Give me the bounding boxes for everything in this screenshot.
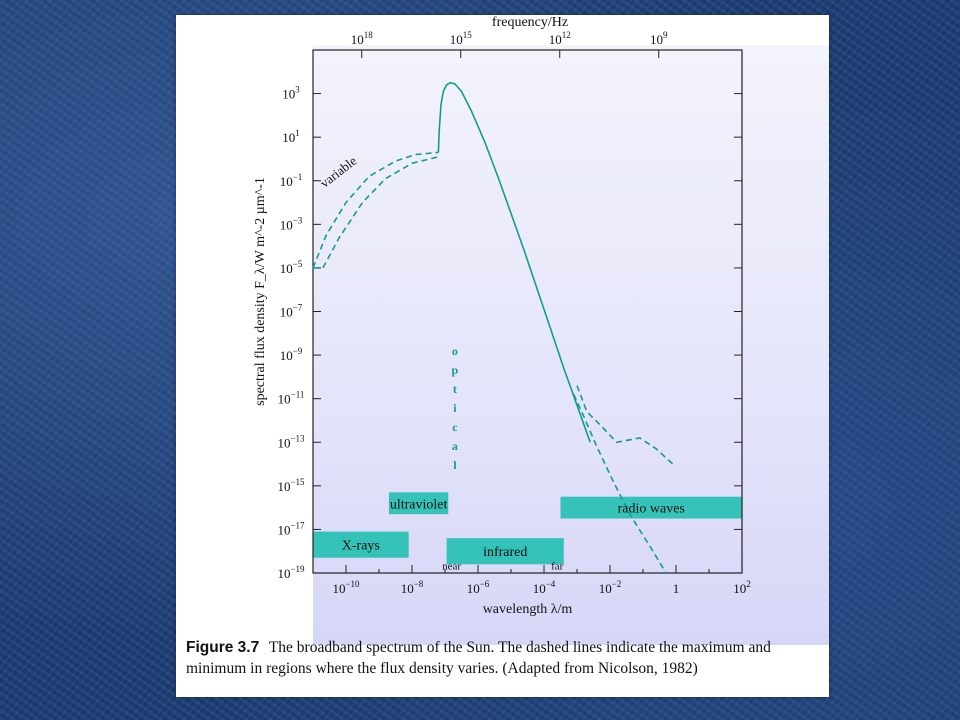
dashed-curve-1 [312,151,439,269]
band-2 [446,538,564,565]
top-tick-label-1: 1015 [450,30,473,47]
optical-letter-5: a [452,439,458,453]
y-tick-label-8: 10−13 [277,433,305,450]
x-tick-label-6: 102 [733,579,751,596]
y-tick-label-0: 103 [282,85,300,102]
band-label-2: infrared [483,545,527,560]
band-3 [560,496,742,519]
y-tick-label-6: 10−9 [280,346,303,363]
solar-spectrum-chart: X-rays ultraviolet infrared radio waves 10−1… [253,15,751,617]
optical-letter-6: l [453,458,457,472]
near-label: near [442,561,461,573]
optical-letter-0: o [452,344,458,358]
caption-text: The broadband spectrum of the Sun. The d… [186,639,771,677]
top-tick-label-3: 109 [650,30,668,47]
optical-letter-1: p [452,363,459,377]
top-tick-label-2: 1012 [549,30,571,47]
band-label-0: X-rays [342,539,380,554]
figure-label: Figure 3.7 [186,639,260,656]
dashed-curve-3 [572,393,667,574]
x-tick-label-0: 10−10 [332,579,360,596]
band-1 [388,492,449,515]
y-tick-label-9: 10−15 [277,477,305,494]
slide-figure: X-rays ultraviolet infrared radio waves 10−1… [176,15,829,697]
x-tick-label-5: 1 [673,581,680,596]
x-tick-label-4: 10−2 [599,579,622,596]
y-axis-label: spectral flux density F_λ/W m^-2 µm^-1 [253,177,268,406]
x-tick-label-2: 10−6 [467,579,490,596]
far-label: far [551,561,564,573]
y-tick-label-7: 10−11 [278,390,305,407]
band-0 [313,531,409,558]
top-axis-label: frequency/Hz [492,15,568,30]
y-tick-label-2: 10−1 [280,172,303,189]
dashed-curve-2 [313,156,439,269]
optical-letter-3: i [453,401,457,415]
optical-letter-2: t [453,382,457,396]
y-tick-label-11: 10−19 [277,564,305,581]
x-tick-label-1: 10−8 [401,579,424,596]
band-label-1: ultraviolet [390,497,448,512]
band-label-3: radio waves [618,502,685,517]
x-tick-label-3: 10−4 [533,579,556,596]
x-axis-label: wavelength λ/m [483,602,573,617]
y-tick-label-3: 10−3 [280,215,303,232]
optical-letter-4: c [452,420,458,434]
top-tick-label-0: 1018 [351,30,374,47]
y-tick-label-4: 10−5 [280,259,303,276]
figure-caption: Figure 3.7 The broadband spectrum of the… [186,637,826,679]
y-tick-label-1: 101 [282,128,300,145]
y-tick-label-5: 10−7 [280,303,303,320]
plot-frame [312,49,743,574]
y-tick-label-10: 10−17 [277,520,305,537]
dashed-curve-4 [576,385,674,465]
solar-spectrum-curve-0 [437,81,591,443]
variable-label: variable [317,153,359,191]
